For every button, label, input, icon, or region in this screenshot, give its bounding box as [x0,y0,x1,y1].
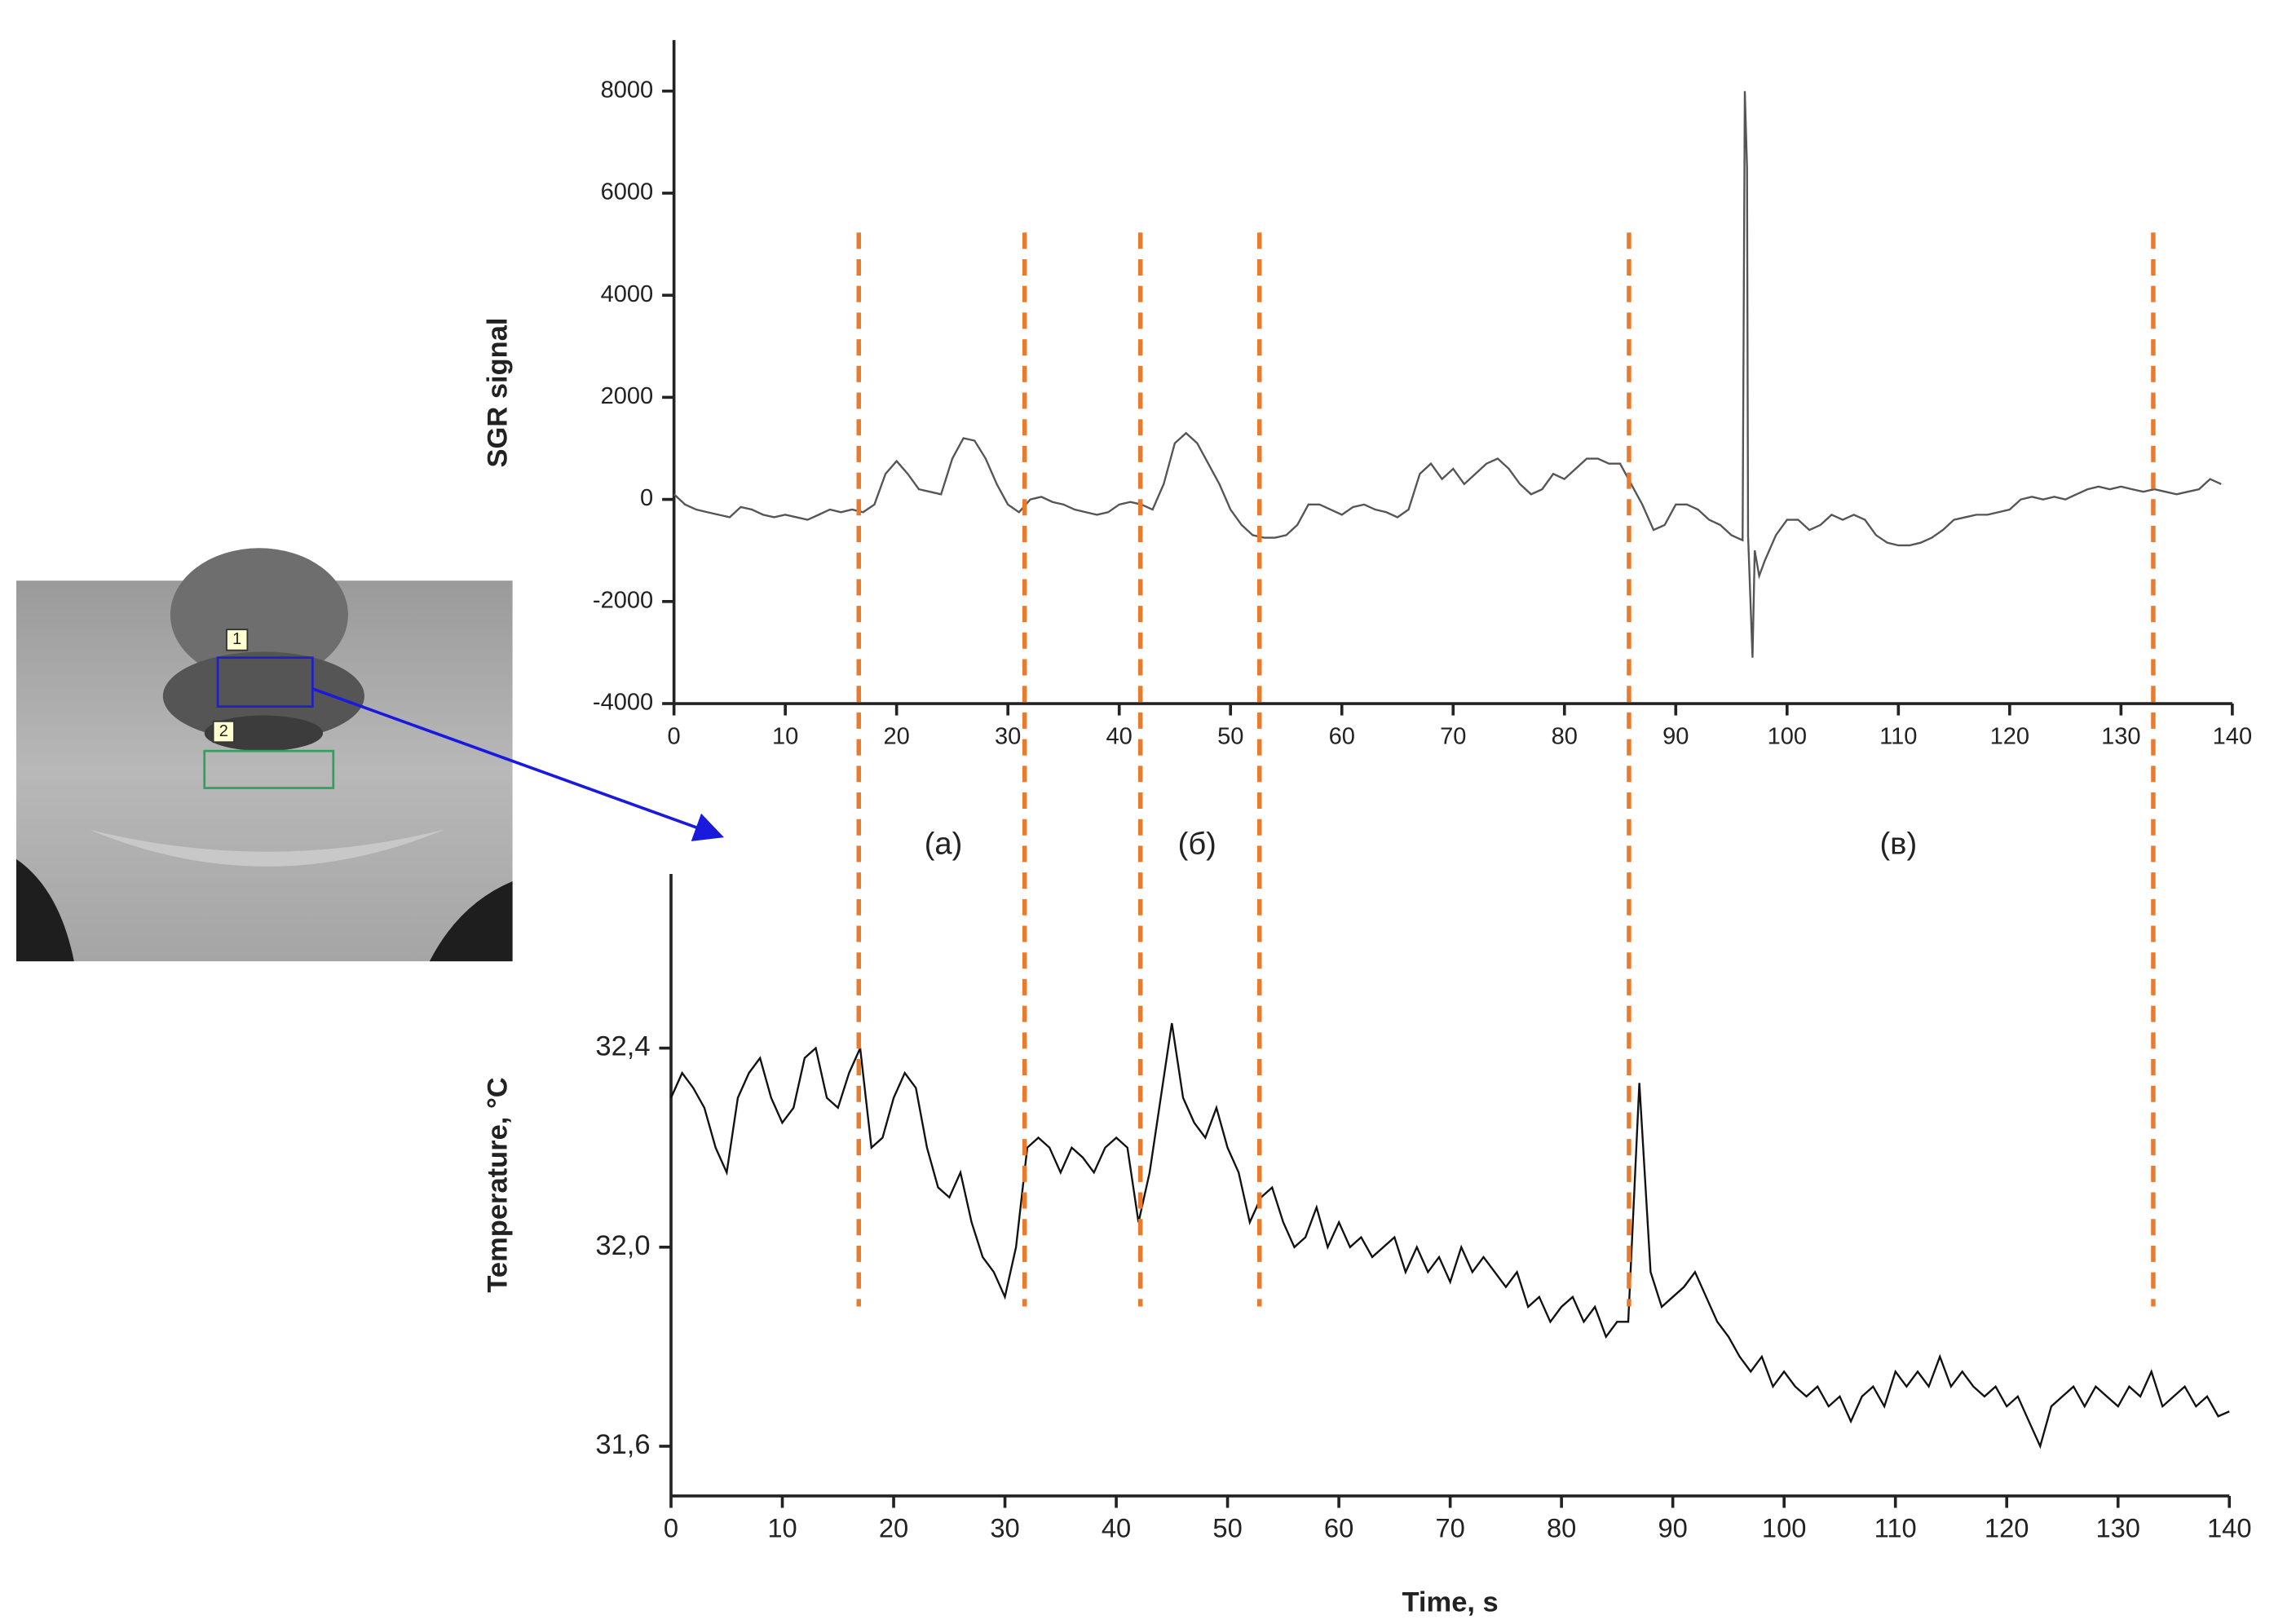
x-tick-label: 120 [1985,1512,2029,1542]
arrow [311,687,724,841]
x-tick-label: 90 [1662,723,1689,749]
x-tick-label: 50 [1217,723,1243,749]
y-axis-title: Temperature, °C [482,1077,513,1292]
phase-label: (в) [1879,827,1917,862]
y-tick-label: 6000 [601,179,654,205]
y-tick-label: 31,6 [595,1429,650,1460]
y-tick-label: 0 [640,485,653,511]
y-tick-label: -2000 [593,587,653,613]
x-tick-label: 60 [1329,723,1355,749]
y-tick-label: 4000 [601,281,654,307]
x-tick-label: 130 [2095,1512,2140,1542]
x-tick-label: 0 [664,1512,678,1542]
x-tick-label: 20 [884,723,910,749]
x-tick-label: 90 [1658,1512,1687,1542]
y-tick-label: 32,4 [595,1031,650,1062]
y-tick-label: 32,0 [595,1230,650,1261]
x-tick-label: 100 [1768,723,1807,749]
x-tick-label: 20 [879,1512,908,1542]
data-line [669,1022,2230,1450]
x-tick-label: 70 [1435,1512,1464,1542]
x-tick-label: 80 [1552,723,1578,749]
x-tick-label: 80 [1547,1512,1576,1542]
x-tick-label: 30 [990,1512,1019,1542]
y-tick-label: 2000 [601,383,654,409]
phase-label: (б) [1178,827,1216,862]
y-tick-label: 8000 [601,77,654,103]
roi-label: 2 [219,722,228,740]
x-tick-label: 120 [1990,723,2029,749]
y-tick-label: -4000 [593,690,653,716]
x-tick-label: 40 [1102,1512,1131,1542]
x-tick-label: 10 [767,1512,797,1542]
x-tick-label: 40 [1106,723,1133,749]
x-tick-label: 50 [1212,1512,1242,1542]
data-line [673,90,2222,658]
x-tick-label: 70 [1440,723,1466,749]
roi-label: 1 [232,630,241,648]
thermal-image: 1 2 [15,548,724,962]
y-axis-title: SGR signal [482,317,513,467]
phase-label: (а) [925,827,963,862]
x-tick-label: 110 [1874,1512,1917,1542]
x-tick-label: 60 [1324,1512,1353,1542]
x-tick-label: 130 [2101,723,2140,749]
x-tick-label: 0 [668,723,681,749]
x-tick-label: 140 [2213,723,2252,749]
x-axis-title: Time, s [1402,1587,1498,1618]
x-tick-label: 30 [995,723,1021,749]
x-tick-label: 110 [1879,723,1917,749]
x-tick-label: 140 [2207,1512,2252,1542]
x-tick-label: 10 [772,723,798,749]
x-tick-label: 100 [1762,1512,1807,1542]
